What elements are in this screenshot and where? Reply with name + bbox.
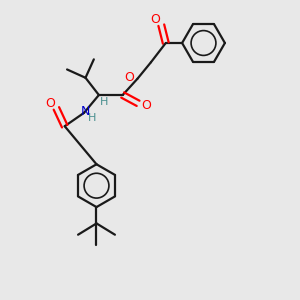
Text: O: O bbox=[124, 71, 134, 84]
Text: H: H bbox=[88, 113, 97, 123]
Text: O: O bbox=[45, 97, 55, 110]
Text: N: N bbox=[81, 105, 90, 118]
Text: O: O bbox=[150, 13, 160, 26]
Text: O: O bbox=[142, 99, 152, 112]
Text: H: H bbox=[100, 97, 108, 106]
